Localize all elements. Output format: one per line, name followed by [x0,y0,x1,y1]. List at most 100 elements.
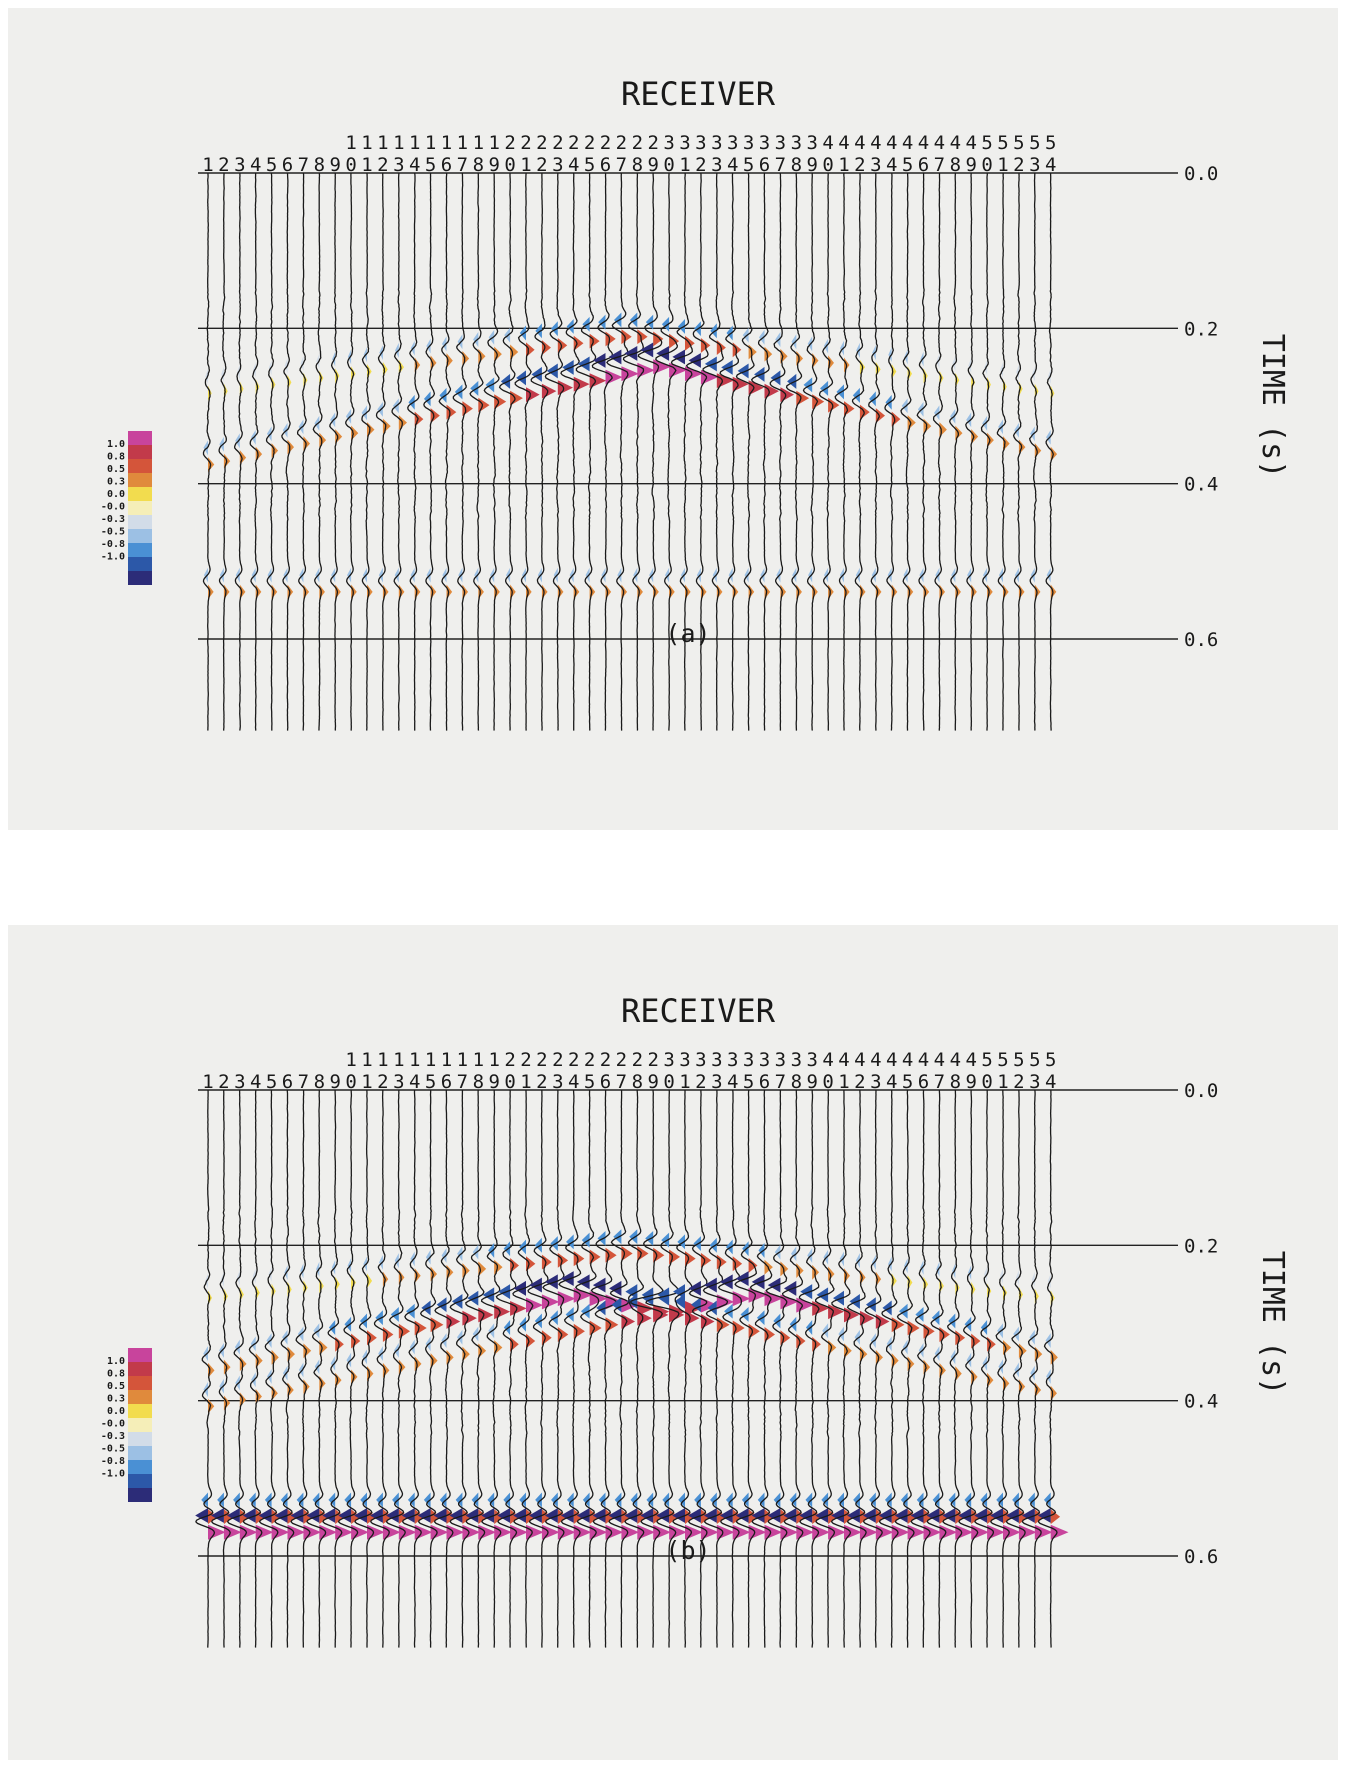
wiggle-lobe-negative [964,1492,972,1508]
wiggle-lobe-negative [534,1237,542,1253]
trace-line-12 [375,172,387,731]
wiggle-lobe-negative [473,332,479,347]
wiggle-lobe-negative [721,359,733,375]
wiggle-lobe-negative [598,314,606,330]
wiggle-lobe-negative [376,1492,383,1508]
wiggle-lobe-negative [805,1492,813,1508]
wiggle-lobe-positive [732,1291,751,1307]
receiver-tick-tens-42: 4 [854,1049,865,1071]
trace-42 [851,173,870,731]
wiggle-lobe-negative [284,358,288,374]
wiggle-lobe-negative [203,567,208,583]
wiggle-lobe-negative [926,1508,940,1523]
receiver-tick-tens-22: 2 [536,1049,547,1071]
receiver-tick-tens-34: 3 [727,1049,738,1071]
wiggle-lobe-positive [700,1509,711,1525]
wiggle-lobe-negative [312,1492,320,1508]
wiggle-lobe-negative [934,405,940,421]
wiggle-lobe-negative [449,1508,463,1523]
wiggle-lobe-positive [812,1509,822,1525]
trace-35 [734,1089,767,1648]
wiggle-lobe-negative [831,1508,844,1523]
receiver-tick-tens-32: 3 [695,132,706,154]
trace-54 [1037,1089,1069,1648]
wiggle-lobe-negative [862,1508,876,1523]
trace-line-2 [211,1089,231,1648]
wiggle-lobe-positive [430,1509,440,1525]
wiggle-lobe-negative [774,1244,781,1260]
wiggle-lobe-negative [902,1339,908,1355]
trace-38 [781,1089,815,1648]
wiggle-lobe-negative [758,329,765,345]
receiver-tick-40: 0 [822,1071,833,1093]
colorbar-swatch-7 [128,1446,152,1460]
wiggle-lobe-negative [856,342,860,358]
wiggle-lobe-negative [551,321,558,337]
receiver-tick-tens-33: 3 [711,1049,722,1071]
trace-line-51 [990,1089,1010,1648]
receiver-tick-24: 4 [568,1071,579,1093]
receiver-tick-tens-29: 2 [647,132,658,154]
wiggle-lobe-positive [271,1349,279,1365]
wiggle-lobe-negative [852,387,860,403]
wiggle-lobe-positive [1003,1509,1013,1525]
wiggle-lobe-negative [837,1492,844,1508]
trace-5 [265,173,279,731]
colorbar-label-9: -1.0 [101,1469,125,1480]
wiggle-lobe-positive [541,1509,552,1525]
trace-line-28 [624,1089,645,1648]
wiggle-lobe-negative [839,1251,844,1267]
receiver-tick-8: 8 [314,154,325,176]
receiver-tick-tens-11: 1 [361,132,372,154]
wiggle-lobe-negative [950,408,956,424]
wiggle-lobe-negative [328,1492,336,1508]
colorbar-swatch-5 [128,501,152,515]
receiver-tick-15: 5 [425,154,436,176]
wiggle-lobe-negative [313,1323,320,1339]
wiggle-lobe-positive [526,1333,536,1349]
wiggle-lobe-negative [195,1508,208,1523]
wiggle-lobe-negative [217,1492,224,1508]
trace-line-30 [645,1089,680,1648]
wiggle-lobe-negative [451,1293,463,1309]
receiver-tick-42: 2 [854,154,865,176]
trace-20 [498,173,523,731]
wiggle-lobe-negative [901,398,908,414]
wiggle-lobe-negative [300,1263,304,1279]
trace-line-5 [265,173,275,731]
receiver-tick-6: 6 [282,154,293,176]
wiggle-lobe-negative [390,1307,399,1322]
trace-25 [574,1089,608,1648]
wiggle-lobe-positive [796,1263,804,1279]
time-tick-label-0.6: 0.6 [1184,629,1218,651]
trace-40 [818,172,840,731]
wiggle-lobe-positive [669,1509,679,1525]
wiggle-lobe-negative [347,567,352,583]
trace-line-37 [769,172,787,731]
panel-label: (a) [665,619,710,648]
wiggle-lobe-positive [1018,1509,1029,1525]
receiver-tick-14: 4 [409,1071,420,1093]
receiver-tick-28: 8 [632,154,643,176]
wiggle-lobe-negative [678,1492,685,1508]
wiggle-lobe-positive [780,1509,790,1525]
wiggle-lobe-positive [541,340,551,356]
receiver-tick-31: 1 [679,154,690,176]
wiggle-lobe-negative [703,1508,717,1523]
wiggle-lobe-negative [1046,1368,1051,1384]
receiver-tick-29: 9 [647,1071,658,1093]
trace-line-10 [337,1090,359,1648]
receiver-tick-12: 2 [377,1071,388,1093]
receiver-tick-tens-33: 3 [711,132,722,154]
wiggle-lobe-negative [258,1508,272,1523]
trace-line-29 [630,1090,664,1648]
wiggle-lobe-negative [917,401,924,417]
trace-line-45 [894,1089,915,1648]
receiver-tick-47: 7 [934,1071,945,1093]
colorbar-swatch-3 [128,1390,152,1404]
trace-line-29 [637,172,663,731]
wiggle-lobe-positive [367,1273,373,1289]
wiggle-lobe-negative [519,1239,526,1255]
wiggle-lobe-positive [748,1287,767,1303]
trace-line-24 [558,1090,582,1648]
